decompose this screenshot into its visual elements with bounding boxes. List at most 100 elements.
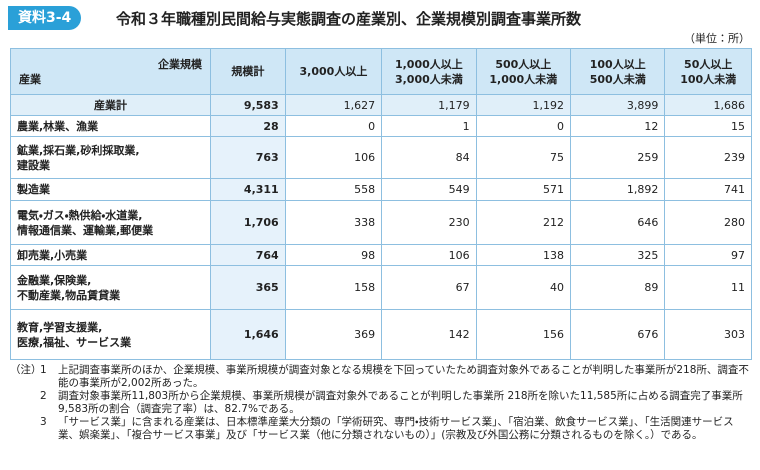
- column-header-line: 3,000人以上: [299, 65, 368, 78]
- cell: 106: [284, 136, 383, 179]
- column-header: 500人以上 1,000人未満: [475, 48, 572, 95]
- row-label-line: 産業計: [94, 98, 128, 112]
- row-label: 電気・ガス・熱供給・水道業, 情報通信業、運輸業,郵便業: [9, 200, 212, 245]
- cell: 4,311: [210, 178, 286, 201]
- note-marker-space: [10, 390, 40, 416]
- cell: 75: [475, 136, 572, 179]
- cell: 156: [475, 309, 572, 360]
- note-number: 3: [40, 416, 47, 428]
- cell: 676: [570, 309, 666, 360]
- column-header-line: 1,000人未満: [489, 72, 558, 86]
- total-row: 産業計 9,583 1,627 1,179 1,192 3,899 1,686: [9, 94, 752, 116]
- corner-cell: 企業規模産業: [9, 48, 212, 95]
- cell: 763: [210, 136, 286, 179]
- column-header: 100人以上 500人未満: [570, 48, 666, 95]
- cell: 84: [381, 136, 477, 179]
- row-label: 教育,学習支援業, 医療,福祉、サービス業: [9, 309, 212, 360]
- row: 金融業,保険業, 不動産業,物品賃貸業 365 158 67 40 89 11: [9, 265, 752, 310]
- cell: 89: [570, 265, 666, 310]
- cell: 1,706: [210, 200, 286, 245]
- cell: 259: [570, 136, 666, 179]
- row-label-line: 製造業: [17, 183, 50, 196]
- cell: 67: [381, 265, 477, 310]
- corner-bottom: 産業: [19, 72, 41, 86]
- cell: 571: [475, 178, 572, 201]
- cell: 11: [664, 265, 752, 310]
- row-label-line: 卸売業,小売業: [17, 248, 88, 262]
- cell: 646: [570, 200, 666, 245]
- row-label: 製造業: [9, 178, 212, 201]
- cell: 15: [664, 115, 752, 137]
- cell: 0: [475, 115, 572, 137]
- row-label: 金融業,保険業, 不動産業,物品賃貸業: [9, 265, 212, 310]
- column-header-line: 3,000人未満: [394, 72, 463, 86]
- notes: （注） 1 上記調査事業所のほか、企業規模、事業所規模が調査対象となる規模を下回って…: [10, 364, 752, 442]
- unit: （単位：所）: [684, 32, 750, 45]
- row-label: 農業,林業、漁業: [9, 115, 212, 137]
- column-header-line: 100人以上: [589, 57, 646, 71]
- row-label-line: 医療,福祉、サービス業: [17, 335, 132, 349]
- cell: 106: [381, 244, 477, 266]
- row-label-line: 農業,林業、漁業: [17, 119, 99, 133]
- row-label: 卸売業,小売業: [9, 244, 212, 266]
- cell: 1,179: [381, 94, 477, 116]
- cell: 158: [284, 265, 383, 310]
- row-label: 鉱業,採石業,砂利採取業, 建設業: [9, 136, 212, 179]
- row-label-line: 電気・ガス・熱供給・水道業,: [17, 208, 143, 222]
- cell: 40: [475, 265, 572, 310]
- row: 製造業 4,311 558 549 571 1,892 741: [9, 178, 752, 201]
- column-header: 50人以上 100人未満: [664, 48, 752, 95]
- row: 教育,学習支援業, 医療,福祉、サービス業 1,646 369 142 156 676 303: [9, 309, 752, 360]
- row-label-line: 金融業,保険業,: [17, 273, 92, 287]
- cell: 1,686: [664, 94, 752, 116]
- cell: 239: [664, 136, 752, 179]
- column-header-line: 50人以上: [684, 57, 733, 71]
- row-label-line: 鉱業,採石業,砂利採取業,: [17, 143, 140, 157]
- note-text: 「サービス業」に含まれる産業は、日本標準産業大分類の「学術研究、専門・技術サービ…: [58, 416, 734, 441]
- badge: 資料3-4: [8, 6, 82, 30]
- cell: 230: [381, 200, 477, 245]
- cell: 338: [284, 200, 383, 245]
- row: 電気・ガス・熱供給・水道業, 情報通信業、運輸業,郵便業 1,706 338 230 21…: [9, 200, 752, 245]
- cell: 12: [570, 115, 666, 137]
- column-header-line: 規模計: [231, 65, 265, 78]
- cell: 1,646: [210, 309, 286, 360]
- row: 鉱業,採石業,砂利採取業, 建設業 763 106 84 75 259 239: [9, 136, 752, 179]
- column-header: 規模計: [210, 48, 286, 95]
- row-label-line: 建設業: [17, 158, 50, 172]
- cell: 212: [475, 200, 572, 245]
- note-marker: （注）: [10, 364, 42, 376]
- note-number: 1: [40, 364, 47, 376]
- cell: 138: [475, 244, 572, 266]
- cell: 325: [570, 244, 666, 266]
- cell: 303: [664, 309, 752, 360]
- cell: 558: [284, 178, 383, 201]
- column-header: 3,000人以上: [284, 48, 383, 95]
- cell: 0: [284, 115, 383, 137]
- note-text: 上記調査事業所のほか、企業規模、事業所規模が調査対象となる規模を下回っていたため…: [58, 364, 749, 389]
- note: （注） 1 上記調査事業所のほか、企業規模、事業所規模が調査対象となる規模を下回って…: [10, 364, 752, 390]
- table: 企業規模 産業 規模計 3,000人以上 1,000人以上 3,000人未満 500人以上 1…: [9, 48, 752, 360]
- row-label-line: 不動産業,物品賃貸業: [17, 288, 121, 302]
- note: 2 調査対象事業所11,803所から企業規模、事業所規模が調査対象外であることが判…: [10, 390, 752, 416]
- note-text: 調査対象事業所11,803所から企業規模、事業所規模が調査対象外であることが判明…: [58, 390, 743, 415]
- row-label-line: 情報通信業、運輸業,郵便業: [17, 223, 154, 237]
- cell: 98: [284, 244, 383, 266]
- header-row: 企業規模 産業 規模計 3,000人以上 1,000人以上 3,000人未満 500人以上 1…: [9, 48, 752, 95]
- title: 令和３年職種別民間給与実態調査の産業別、企業規模別調査事業所数: [116, 10, 582, 28]
- column-header-line: 100人未満: [680, 72, 737, 86]
- row: 農業,林業、漁業 28 0 1 0 12 15: [9, 115, 752, 137]
- column-header-line: 500人未満: [589, 72, 646, 86]
- cell: 549: [381, 178, 477, 201]
- row: 卸売業,小売業 764 98 106 138 325 97: [9, 244, 752, 266]
- cell: 1: [381, 115, 477, 137]
- cell: 28: [210, 115, 286, 137]
- cell: 97: [664, 244, 752, 266]
- note-number: 2: [40, 390, 47, 402]
- corner-top: 企業規模: [158, 57, 203, 71]
- column-header-line: 500人以上: [495, 57, 552, 71]
- row-label-line: 教育,学習支援業,: [17, 320, 103, 334]
- cell: 1,192: [475, 94, 572, 116]
- cell: 142: [381, 309, 477, 360]
